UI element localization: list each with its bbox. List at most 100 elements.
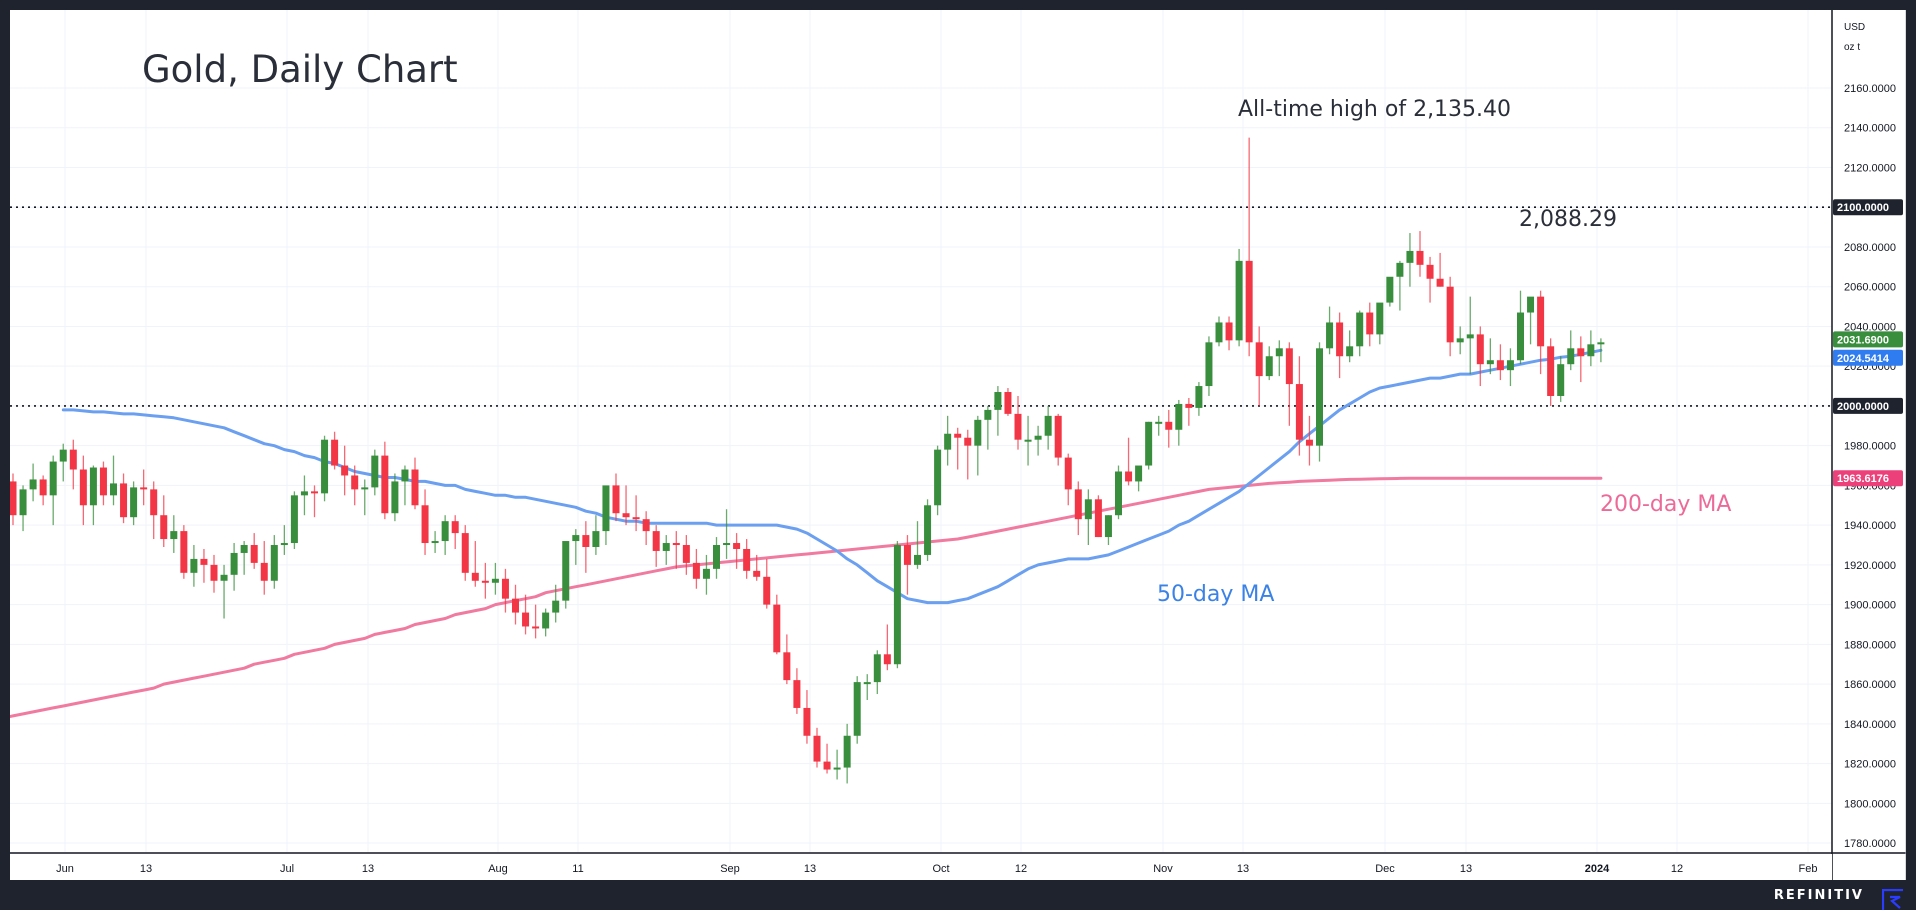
candle-body[interactable]: [542, 612, 550, 629]
candle-body[interactable]: [250, 545, 258, 563]
candle-body[interactable]: [783, 652, 791, 681]
candle-body[interactable]: [1275, 348, 1283, 357]
candle-body[interactable]: [501, 578, 509, 599]
candle-body[interactable]: [512, 598, 519, 613]
candle-body[interactable]: [1225, 322, 1233, 341]
candle-body[interactable]: [351, 475, 359, 490]
candle-body[interactable]: [1295, 384, 1303, 440]
candle-body[interactable]: [984, 409, 992, 420]
candle-body[interactable]: [994, 392, 1002, 410]
candle-body[interactable]: [1336, 322, 1344, 357]
candle-body[interactable]: [1506, 360, 1514, 371]
candle-body[interactable]: [381, 455, 389, 514]
candle-body[interactable]: [662, 543, 670, 551]
candle-body[interactable]: [110, 483, 117, 496]
candle-body[interactable]: [793, 680, 801, 708]
candle-body[interactable]: [713, 545, 720, 569]
candle-body[interactable]: [1155, 421, 1163, 424]
candle-body[interactable]: [1004, 392, 1012, 414]
candle-body[interactable]: [1537, 296, 1545, 347]
candle-body[interactable]: [692, 562, 700, 579]
candle-body[interactable]: [883, 654, 891, 665]
candle-body[interactable]: [1316, 348, 1323, 446]
candle-body[interactable]: [964, 437, 972, 446]
candle-body[interactable]: [230, 552, 238, 575]
candle-body[interactable]: [1597, 342, 1605, 345]
candle-body[interactable]: [1094, 499, 1102, 538]
candle-body[interactable]: [954, 433, 962, 438]
candle-body[interactable]: [130, 487, 138, 518]
candle-body[interactable]: [1567, 348, 1575, 365]
candle-body[interactable]: [10, 481, 17, 516]
candle-body[interactable]: [863, 682, 871, 685]
candle-body[interactable]: [1406, 250, 1414, 263]
candle-body[interactable]: [471, 572, 479, 581]
candle-body[interactable]: [361, 487, 369, 490]
candle-body[interactable]: [1074, 489, 1082, 520]
candle-body[interactable]: [572, 535, 580, 542]
candle-body[interactable]: [1024, 439, 1032, 442]
candle-body[interactable]: [1125, 471, 1133, 482]
candle-body[interactable]: [522, 612, 530, 627]
candle-body[interactable]: [311, 491, 318, 494]
candle-body[interactable]: [1215, 322, 1223, 343]
candle-body[interactable]: [120, 483, 128, 518]
candle-body[interactable]: [622, 513, 630, 518]
candle-body[interactable]: [1305, 439, 1313, 446]
candle-body[interactable]: [150, 489, 158, 516]
candle-body[interactable]: [1175, 403, 1183, 430]
candle-body[interactable]: [1577, 348, 1585, 357]
candle-body[interactable]: [924, 505, 932, 555]
candle-body[interactable]: [914, 554, 921, 565]
candle-body[interactable]: [823, 761, 831, 770]
candle-body[interactable]: [1165, 421, 1173, 430]
candle-body[interactable]: [200, 558, 208, 565]
candle-body[interactable]: [1426, 264, 1434, 279]
candle-body[interactable]: [331, 439, 339, 466]
candle-body[interactable]: [1255, 342, 1263, 377]
candle-body[interactable]: [582, 535, 590, 547]
candle-body[interactable]: [1436, 278, 1444, 287]
candle-body[interactable]: [1557, 364, 1565, 396]
candle-body[interactable]: [763, 576, 771, 605]
candle-body[interactable]: [491, 578, 499, 583]
candle-body[interactable]: [1527, 296, 1535, 313]
candle-body[interactable]: [1356, 312, 1364, 347]
candle-body[interactable]: [190, 558, 198, 573]
candle-body[interactable]: [682, 545, 690, 563]
candle-body[interactable]: [632, 517, 640, 520]
time-axis[interactable]: [10, 854, 1832, 880]
candle-body[interactable]: [321, 439, 329, 494]
candle-body[interactable]: [1054, 415, 1062, 458]
candle-body[interactable]: [290, 495, 298, 544]
candle-body[interactable]: [602, 485, 610, 532]
candle-body[interactable]: [753, 570, 761, 577]
candle-body[interactable]: [210, 564, 218, 581]
chart-canvas[interactable]: USD oz t 2160.0000 2140.0000 2120.0000 2100.0…: [10, 10, 1906, 880]
candle-body[interactable]: [421, 505, 429, 544]
candle-body[interactable]: [170, 531, 178, 540]
candle-body[interactable]: [69, 449, 77, 470]
candle-body[interactable]: [1486, 360, 1494, 365]
candle-body[interactable]: [1396, 262, 1404, 277]
candle-body[interactable]: [1084, 499, 1092, 520]
candle-body[interactable]: [180, 531, 188, 573]
candle-body[interactable]: [833, 767, 841, 770]
candle-body[interactable]: [79, 469, 87, 506]
candle-body[interactable]: [1104, 515, 1112, 538]
candle-body[interactable]: [652, 531, 660, 551]
candle-body[interactable]: [723, 543, 731, 546]
candle-body[interactable]: [612, 485, 620, 514]
candle-body[interactable]: [1245, 260, 1253, 343]
candle-body[interactable]: [803, 707, 811, 736]
candle-body[interactable]: [39, 479, 47, 496]
candle-body[interactable]: [532, 626, 540, 629]
candle-body[interactable]: [431, 541, 439, 544]
candle-body[interactable]: [1115, 471, 1122, 516]
candle-body[interactable]: [461, 533, 469, 573]
candle-body[interactable]: [642, 519, 650, 532]
candle-body[interactable]: [934, 449, 942, 506]
candle-body[interactable]: [481, 580, 489, 583]
candle-body[interactable]: [49, 461, 57, 496]
candle-body[interactable]: [1587, 344, 1595, 357]
